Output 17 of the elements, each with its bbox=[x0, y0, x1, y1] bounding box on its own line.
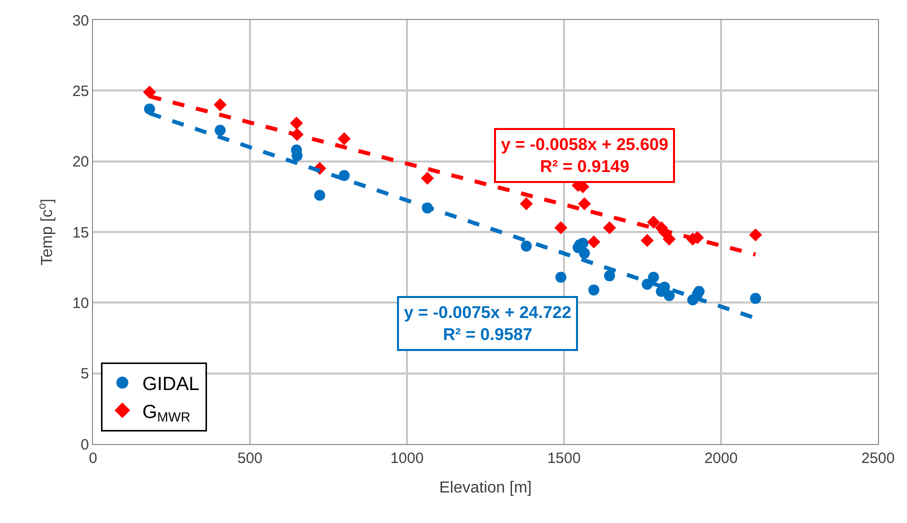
y-tick-label: 10 bbox=[72, 294, 89, 312]
annotation: y = -0.0058x + 25.609 R² = 0.9149 bbox=[501, 135, 668, 176]
y-tick-label: 30 bbox=[72, 12, 89, 30]
legend-label: GIDAL bbox=[142, 374, 200, 396]
y-tick-label: 25 bbox=[72, 82, 89, 100]
x-tick-label: 1000 bbox=[390, 450, 424, 467]
y-tick-label: 0 bbox=[80, 436, 89, 454]
annotation: y = -0.0075x + 24.722 R² = 0.9587 bbox=[404, 303, 572, 344]
x-axis-title: Elevation [m] bbox=[439, 480, 532, 497]
legend-label: G$_{MWR}$ bbox=[142, 402, 190, 425]
x-tick-label: 1500 bbox=[547, 450, 581, 467]
y-tick-label: 20 bbox=[72, 154, 89, 171]
x-tick-label: 500 bbox=[237, 450, 263, 467]
y-tick-label: 5 bbox=[80, 366, 89, 383]
y-tick-label: 15 bbox=[72, 224, 89, 242]
x-tick-label: 2000 bbox=[704, 450, 738, 467]
x-tick-label: 2500 bbox=[861, 450, 895, 467]
